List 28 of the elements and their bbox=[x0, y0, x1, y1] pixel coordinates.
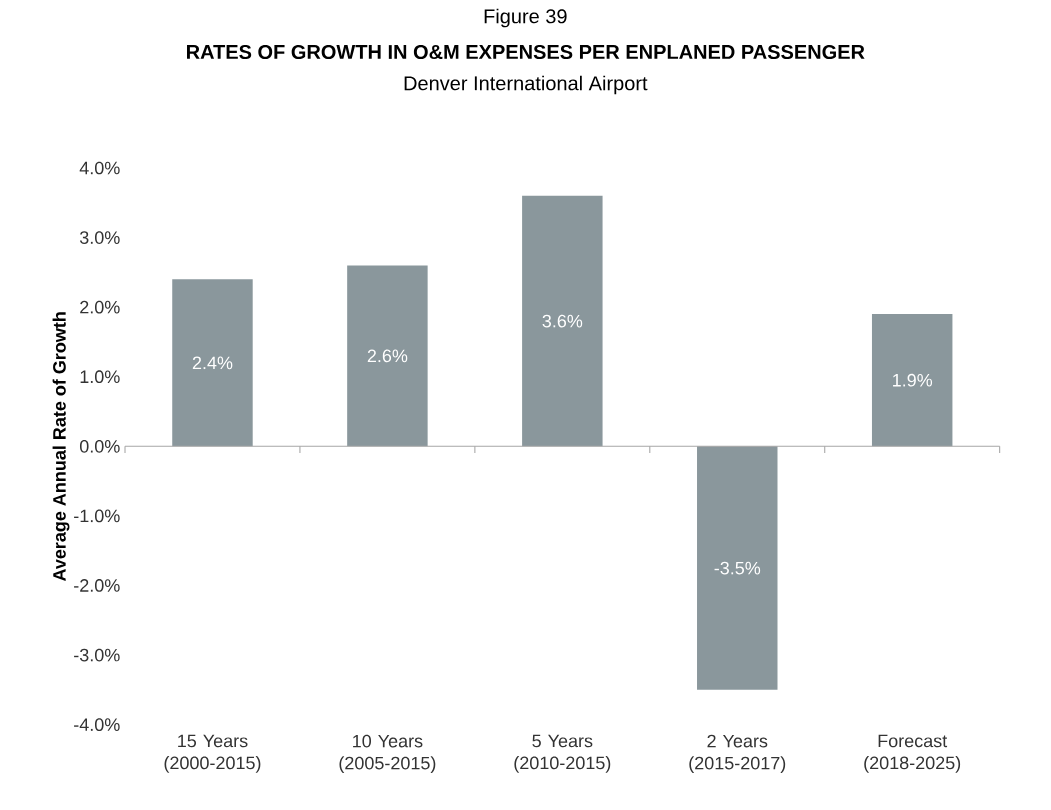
caption: Figure 39 bbox=[484, 8, 567, 28]
y-axis-title: Average Annual Rate of Growth bbox=[52, 312, 70, 582]
x-tick-label: 15 Years (2000-2015) bbox=[164, 734, 261, 773]
chart-subtitle: Denver International Airport bbox=[404, 75, 648, 95]
data-label: 1.9% bbox=[893, 373, 933, 387]
data-label: 3.6% bbox=[542, 314, 583, 328]
y-tick-label: 3.0% bbox=[79, 231, 120, 244]
x-tick-label: Forecast (2018-2025) bbox=[864, 734, 961, 773]
bar bbox=[172, 279, 253, 447]
y-tick-label: -2.0% bbox=[74, 579, 120, 592]
y-tick-label: 2.0% bbox=[80, 300, 120, 314]
data-label: 2.6% bbox=[367, 349, 408, 363]
data-label: 2.4% bbox=[192, 356, 233, 370]
y-tick-label: -4.0% bbox=[74, 718, 120, 732]
x-tick-label: 5 Years (2010-2015) bbox=[514, 734, 611, 773]
x-tick-label: 2 Years (2015-2017) bbox=[689, 734, 786, 773]
chart-title: RATES OF GROWTH IN O&M EXPENSES PER ENPLANED PASSENGER bbox=[187, 44, 865, 60]
y-tick-label: -1.0% bbox=[74, 509, 120, 523]
bar bbox=[697, 446, 778, 690]
bar bbox=[871, 314, 953, 447]
bar bbox=[522, 195, 603, 447]
y-tick-label: 1.0% bbox=[80, 370, 120, 384]
y-tick-label: 0.0% bbox=[79, 439, 120, 453]
y-tick-label: 4.0% bbox=[79, 161, 120, 175]
bar bbox=[347, 265, 428, 447]
y-tick-label: -3.0% bbox=[74, 648, 120, 662]
data-label: -3.5% bbox=[714, 561, 761, 575]
x-tick-label: 10 Years (2005-2015) bbox=[339, 734, 436, 773]
